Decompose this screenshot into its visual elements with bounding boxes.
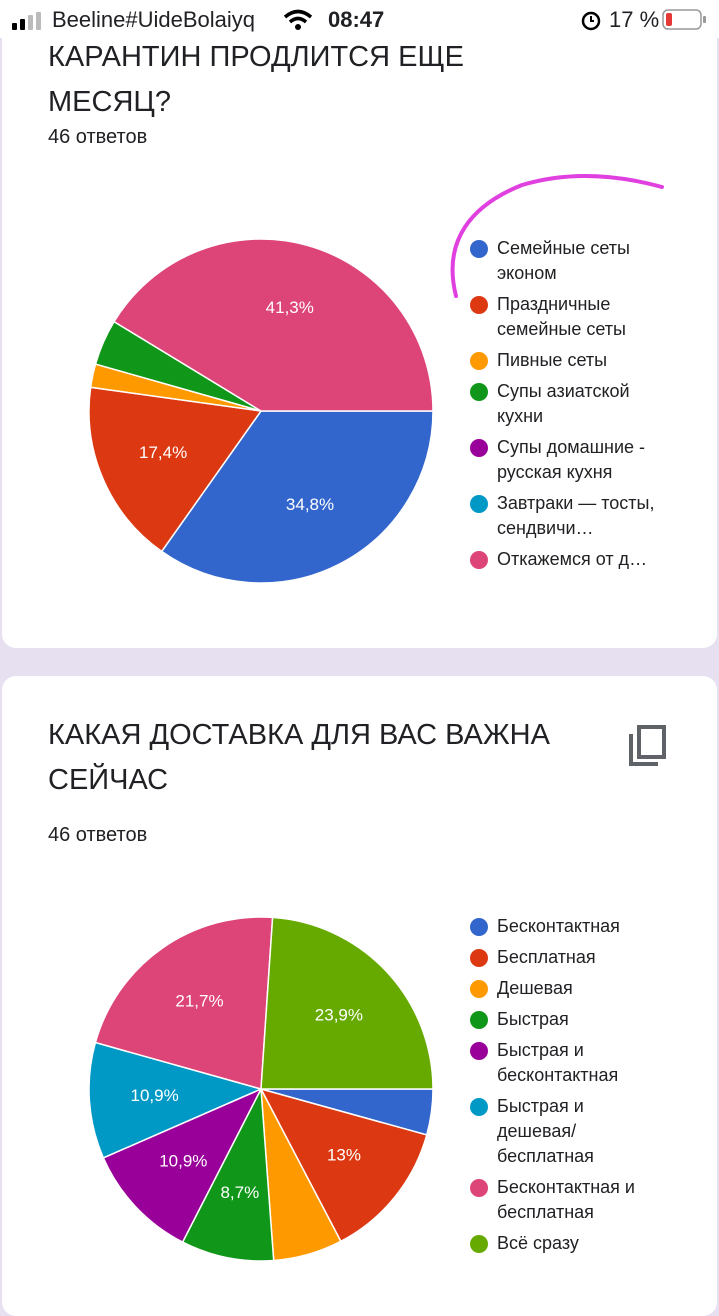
- pie-slice: [113, 238, 434, 412]
- clock: 08:47: [328, 7, 385, 32]
- legend-item: Бесплатная: [468, 945, 667, 970]
- legend-swatch: [470, 1042, 488, 1060]
- legend-label: Всё сразу: [497, 1233, 579, 1253]
- legend-item: Супы домашние - русская кухня: [468, 435, 667, 485]
- status-bar: Beeline#UideBolaiyq 08:47 17 %: [0, 0, 719, 38]
- pie-slice: [260, 916, 434, 1090]
- legend-label: Быстрая и дешевая/ бесплатная: [497, 1096, 594, 1166]
- legend-item: Быстрая: [468, 1007, 667, 1032]
- pie-chart: 13% 8,7% 10,9% 10,9% 21,7% 23,9%: [88, 916, 434, 1262]
- pie-chart: 34,8% 17,4% 41,3%: [88, 238, 434, 584]
- pie-slice: [88, 386, 263, 553]
- battery-text: 17 %: [609, 7, 660, 32]
- legend-swatch: [470, 949, 488, 967]
- legend-item: Супы азиатской кухни: [468, 379, 667, 429]
- legend-swatch: [470, 1179, 488, 1197]
- legend-label: Супы азиатской кухни: [497, 381, 630, 426]
- response-count: 46 ответов: [48, 824, 148, 846]
- pie-slice: [94, 916, 274, 1090]
- legend-item: Всё сразу: [468, 1231, 667, 1256]
- legend-item: Откажемся от д…: [468, 547, 667, 572]
- response-count: 46 ответов: [48, 126, 148, 148]
- slice-label: 41,3%: [266, 298, 314, 317]
- slice-label: 8,7%: [220, 1183, 259, 1202]
- slice-label: 13%: [327, 1145, 361, 1164]
- legend-swatch: [470, 980, 488, 998]
- chart-title: КАРАНТИН ПРОДЛИТСЯ ЕЩЕ МЕСЯЦ?: [48, 41, 464, 118]
- legend-swatch: [470, 383, 488, 401]
- legend-item: Праздничные семейные сеты: [468, 292, 667, 342]
- legend-swatch: [470, 439, 488, 457]
- battery-icon: [662, 9, 706, 30]
- legend-label: Бесконтактная: [497, 916, 620, 936]
- chart-card: КАРАНТИН ПРОДЛИТСЯ ЕЩЕ МЕСЯЦ? 46 ответов 3…: [2, 0, 717, 648]
- legend-label: Откажемся от д…: [497, 549, 648, 569]
- legend-item: Бесконтактная: [468, 914, 667, 939]
- legend-swatch: [470, 551, 488, 569]
- legend-label: Быстрая и бесконтактная: [497, 1040, 619, 1085]
- legend-swatch: [470, 296, 488, 314]
- pie-slice: [181, 1086, 275, 1262]
- copy-icon-front: [637, 725, 666, 759]
- copy-icon: [629, 725, 666, 766]
- legend-item: Семейные сеты эконом: [468, 236, 667, 286]
- legend-swatch: [470, 495, 488, 513]
- legend-label: Дешевая: [497, 978, 573, 998]
- legend: Семейные сеты эконом Праздничные семейные…: [468, 236, 668, 578]
- legend-swatch: [470, 1011, 488, 1029]
- legend: Бесконтактная Бесплатная Дешевая Быстрая Быс…: [468, 914, 668, 1262]
- pie-slice: [160, 410, 434, 584]
- carrier: Beeline#UideBolaiyq: [52, 7, 256, 32]
- legend-swatch: [470, 1235, 488, 1253]
- alarm-icon: [581, 11, 601, 31]
- legend-label: Праздничные семейные сеты: [497, 294, 626, 339]
- legend-swatch: [470, 240, 488, 258]
- legend-swatch: [470, 918, 488, 936]
- legend-label: Завтраки — тосты, сендвичи…: [497, 493, 655, 538]
- signal-icon: [12, 12, 41, 30]
- legend-item: Быстрая и дешевая/ бесплатная: [468, 1094, 667, 1169]
- slice-label: 21,7%: [175, 991, 223, 1010]
- legend-swatch: [470, 352, 488, 370]
- legend-item: Бесконтактная и бесплатная: [468, 1175, 667, 1225]
- slice-label: 17,4%: [139, 443, 187, 462]
- chart-title: КАКАЯ ДОСТАВКА ДЛЯ ВАС ВАЖНА СЕЙЧАС: [48, 719, 550, 796]
- legend-item: Дешевая: [468, 976, 667, 1001]
- slice-label: 34,8%: [286, 495, 334, 514]
- pie-slice: [259, 1087, 428, 1243]
- legend-label: Супы домашние - русская кухня: [497, 437, 646, 482]
- chart-card: КАКАЯ ДОСТАВКА ДЛЯ ВАС ВАЖНА СЕЙЧАС 46 от…: [2, 676, 717, 1316]
- wifi-icon: [283, 9, 313, 30]
- legend-label: Быстрая: [497, 1009, 569, 1029]
- copy-icon-back: [629, 734, 658, 766]
- legend-label: Бесконтактная и бесплатная: [497, 1177, 635, 1222]
- slice-label: 10,9%: [131, 1086, 179, 1105]
- slice-label: 10,9%: [159, 1152, 207, 1171]
- pie-slice: [102, 1087, 263, 1244]
- legend-item: Пивные сеты: [468, 348, 667, 373]
- legend-label: Семейные сеты эконом: [497, 238, 630, 283]
- legend-item: Быстрая и бесконтактная: [468, 1038, 667, 1088]
- legend-label: Бесплатная: [497, 947, 596, 967]
- legend-label: Пивные сеты: [497, 350, 608, 370]
- pie-slice: [88, 1041, 264, 1159]
- slice-label: 23,9%: [315, 1006, 363, 1025]
- legend-item: Завтраки — тосты, сендвичи…: [468, 491, 667, 541]
- legend-swatch: [470, 1098, 488, 1116]
